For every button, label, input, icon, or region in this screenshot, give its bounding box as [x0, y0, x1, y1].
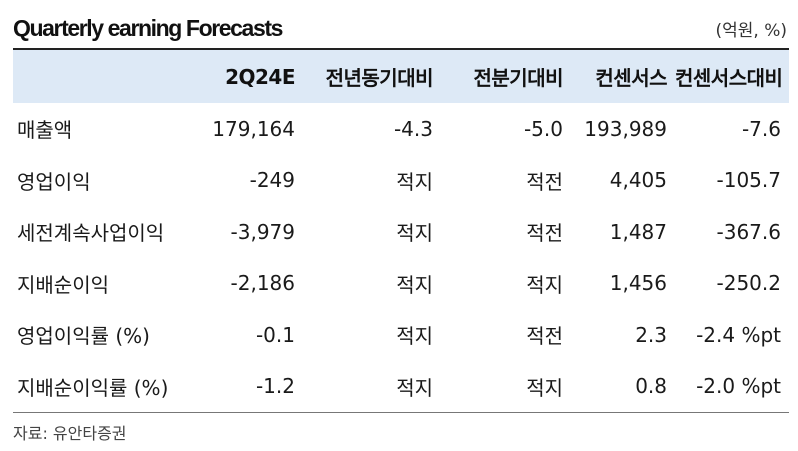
table-cell: -7.6 — [741, 116, 781, 141]
table-cell: -367.6 — [716, 219, 781, 244]
table-cell: 2.3 — [635, 322, 667, 347]
unit-label: (억원, %) — [715, 20, 787, 41]
table-cell: 적지 — [396, 272, 433, 297]
table-cell: 4,405 — [609, 168, 667, 193]
table-cell: -250.2 — [716, 271, 781, 296]
table-cell: -249 — [249, 168, 295, 193]
table-cell: 적지 — [396, 375, 433, 400]
table-cell: 적전 — [526, 169, 563, 194]
table-cell: -105.7 — [716, 168, 781, 193]
table-cell: 1,487 — [609, 219, 667, 244]
row-label: 지배순이익률 (%) — [17, 375, 169, 400]
table-cell: 적전 — [526, 221, 563, 246]
column-header-yoy: 전년동기대비 — [325, 66, 434, 90]
bottom-rule — [13, 412, 789, 413]
table-cell: 1,456 — [609, 271, 667, 296]
row-label: 매출액 — [17, 118, 73, 143]
table-cell: -1.2 — [255, 374, 295, 399]
column-header-vs-consensus: 컨센서스대비 — [675, 66, 783, 90]
table-cell: -0.1 — [255, 322, 295, 347]
table-cell: 적지 — [396, 169, 433, 194]
table-row: 영업이익률 (%) -0.1 적지 적전 2.3 -2.4 %pt — [13, 309, 789, 361]
table-title: Quarterly earning Forecasts — [13, 14, 283, 41]
row-label: 세전계속사업이익 — [17, 221, 165, 246]
source-note: 자료: 유안타증권 — [13, 424, 127, 443]
table-cell: 적지 — [396, 221, 433, 246]
table-cell: -2.4 %pt — [696, 322, 781, 347]
top-rule — [13, 48, 789, 50]
forecast-table: 2Q24E 전년동기대비 전분기대비 컨센서스 컨센서스대비 매출액 179,1… — [13, 50, 789, 412]
header-row: 2Q24E 전년동기대비 전분기대비 컨센서스 컨센서스대비 — [13, 50, 789, 103]
table-head: 2Q24E 전년동기대비 전분기대비 컨센서스 컨센서스대비 — [13, 50, 789, 103]
table-cell: 193,989 — [584, 116, 667, 141]
table-row: 지배순이익률 (%) -1.2 적지 적지 0.8 -2.0 %pt — [13, 361, 789, 413]
table-cell: 적지 — [396, 324, 433, 349]
row-label: 영업이익 — [17, 169, 91, 194]
table-cell: 적지 — [526, 375, 563, 400]
table-cell: 적전 — [526, 324, 563, 349]
column-header-qoq: 전분기대비 — [473, 66, 564, 90]
column-header-consensus: 컨센서스 — [595, 66, 667, 90]
table-row: 지배순이익 -2,186 적지 적지 1,456 -250.2 — [13, 258, 789, 310]
table-row: 매출액 179,164 -4.3 -5.0 193,989 -7.6 — [13, 103, 789, 155]
table-header-bar: Quarterly earning Forecasts (억원, %) — [13, 10, 789, 46]
table-cell: -5.0 — [523, 116, 563, 141]
row-label: 영업이익률 (%) — [17, 324, 150, 349]
row-label: 지배순이익 — [17, 272, 109, 297]
table-row: 영업이익 -249 적지 적전 4,405 -105.7 — [13, 155, 789, 207]
table-cell: -4.3 — [393, 116, 433, 141]
table-row: 세전계속사업이익 -3,979 적지 적전 1,487 -367.6 — [13, 206, 789, 258]
table-body: 매출액 179,164 -4.3 -5.0 193,989 -7.6 영업이익 … — [13, 103, 789, 412]
table-cell: -2,186 — [230, 271, 295, 296]
column-header-item — [13, 50, 203, 103]
table-cell: 179,164 — [212, 116, 295, 141]
table-cell: -3,979 — [230, 219, 295, 244]
table-cell: 0.8 — [635, 374, 667, 399]
table-cell: 적지 — [526, 272, 563, 297]
column-header-period: 2Q24E — [225, 64, 295, 89]
table-cell: -2.0 %pt — [696, 374, 781, 399]
